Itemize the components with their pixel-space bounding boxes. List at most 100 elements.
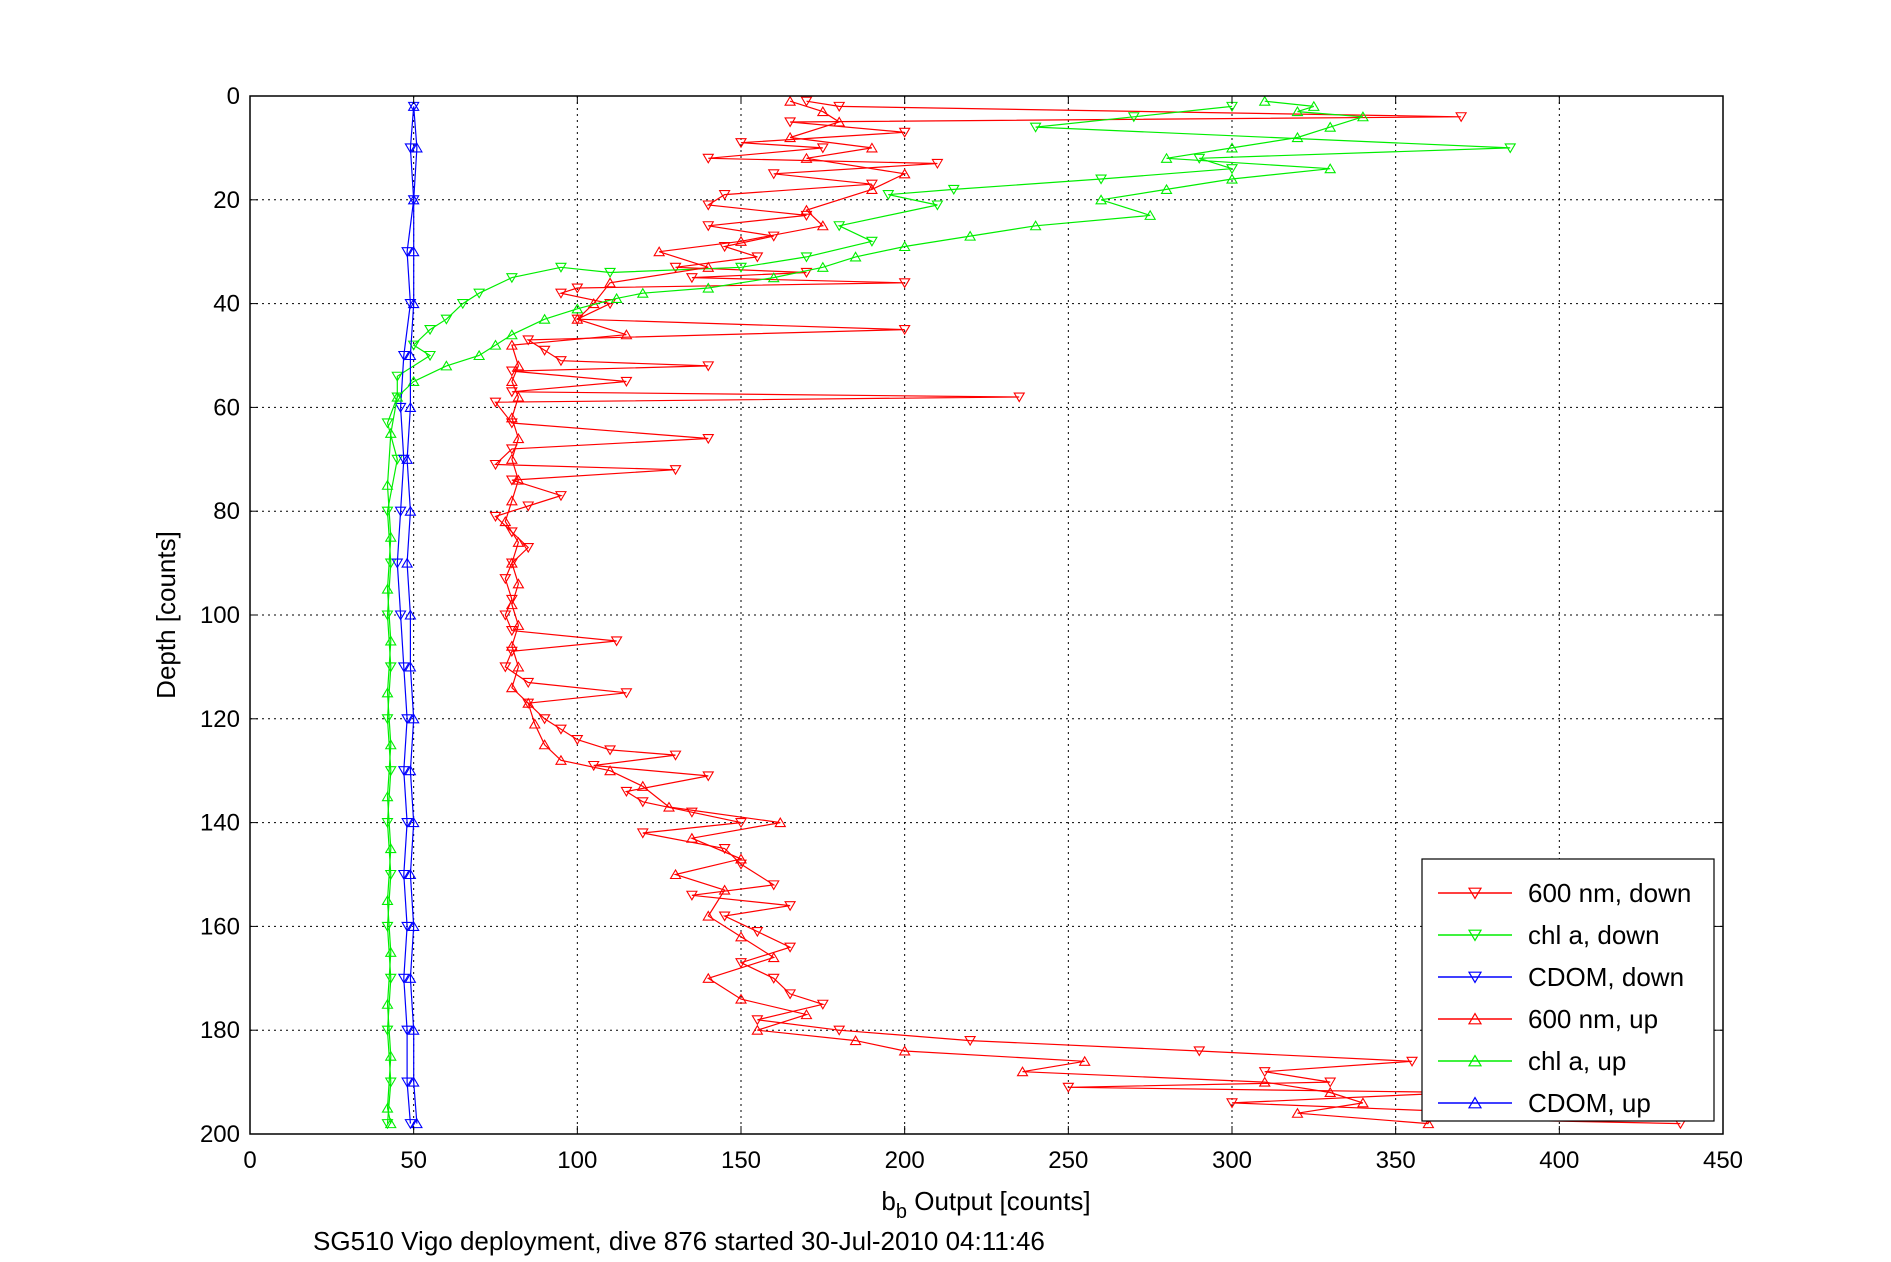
data-point — [767, 169, 780, 180]
data-point — [1144, 209, 1157, 220]
data-point — [1356, 111, 1369, 122]
data-point — [767, 951, 780, 963]
data-point — [505, 453, 518, 464]
data-point — [404, 143, 417, 154]
data-point — [1258, 95, 1271, 106]
data-point — [800, 204, 813, 215]
data-point — [663, 801, 675, 812]
data-point — [381, 818, 394, 829]
data-point — [702, 282, 715, 293]
data-point — [473, 288, 486, 299]
data-point — [1258, 1076, 1271, 1087]
data-point — [384, 635, 397, 646]
data-point — [1160, 152, 1173, 163]
data-point — [735, 138, 747, 149]
data-point — [800, 152, 813, 163]
data-point — [381, 998, 394, 1009]
data-point — [512, 474, 525, 485]
data-point — [931, 200, 944, 211]
data-point — [685, 273, 698, 284]
series-chl-a-down — [381, 101, 1517, 1130]
data-point — [456, 299, 469, 310]
data-point — [718, 190, 731, 201]
data-point — [381, 687, 394, 698]
data-point — [512, 391, 525, 402]
data-point — [898, 325, 911, 336]
data-point — [898, 1045, 911, 1056]
data-point — [702, 972, 715, 983]
data-point — [522, 501, 535, 512]
data-point — [1356, 1097, 1369, 1108]
figure-caption: SG510 Vigo deployment, dive 876 started … — [313, 1226, 1045, 1256]
data-point — [1193, 153, 1206, 164]
data-point — [394, 506, 407, 517]
data-point — [767, 973, 780, 984]
data-point — [384, 1118, 397, 1129]
series-line-chl-a-down — [386, 105, 1511, 1124]
x-tick-label: 100 — [557, 1147, 597, 1174]
data-point — [404, 401, 417, 412]
data-point — [702, 910, 715, 921]
data-point — [751, 1024, 764, 1035]
data-point — [512, 536, 525, 547]
data-point — [401, 1025, 414, 1036]
data-point — [774, 817, 787, 828]
data-point — [571, 303, 584, 314]
data-point — [407, 246, 420, 257]
data-point — [384, 739, 397, 750]
data-point — [669, 750, 682, 761]
data-point — [636, 797, 649, 808]
data-point — [1291, 1107, 1304, 1118]
data-point — [381, 714, 394, 725]
series-layer — [381, 95, 1687, 1130]
legend-label: chl a, down — [1528, 920, 1660, 950]
data-point — [505, 339, 518, 350]
data-point — [404, 299, 417, 310]
series-line-chl-a-up — [386, 100, 1364, 1124]
data-point — [424, 350, 436, 362]
data-point — [800, 210, 813, 221]
data-point — [1226, 142, 1238, 153]
data-point — [404, 505, 417, 516]
legend-swatch-marker — [1467, 971, 1483, 984]
data-point — [669, 868, 682, 880]
data-point — [522, 677, 535, 689]
data-point — [784, 901, 797, 912]
data-point — [898, 127, 911, 138]
series-600-nm-up — [499, 95, 1435, 1129]
data-point — [512, 360, 525, 371]
data-point — [735, 958, 747, 969]
data-point — [702, 361, 715, 372]
data-point — [410, 142, 423, 153]
legend-entry-cdom-down: CDOM, down — [1438, 962, 1684, 992]
data-point — [816, 105, 829, 117]
legend-box — [1421, 858, 1715, 1122]
data-point — [407, 100, 420, 111]
data-point — [702, 261, 715, 272]
data-point — [555, 491, 567, 502]
data-point — [1062, 1082, 1075, 1093]
data-point — [404, 349, 417, 361]
legend-label: chl a, up — [1528, 1046, 1626, 1076]
data-point — [1291, 105, 1304, 117]
data-point — [407, 1076, 420, 1087]
data-point — [865, 179, 878, 190]
y-tick-label: 20 — [213, 187, 240, 214]
data-point — [1226, 173, 1238, 184]
data-point — [538, 313, 551, 324]
series-chl-a-up — [381, 95, 1369, 1129]
data-point — [401, 921, 414, 932]
data-point — [1016, 1066, 1029, 1077]
data-point — [401, 1077, 414, 1088]
series-line-cdom-up — [406, 106, 418, 1124]
data-point — [620, 329, 633, 340]
data-point — [555, 356, 567, 367]
data-point — [499, 515, 512, 527]
data-point — [381, 921, 394, 932]
data-point — [404, 1119, 417, 1130]
data-point — [604, 267, 617, 279]
data-point — [381, 418, 394, 429]
data-point — [898, 278, 911, 289]
data-point — [610, 636, 623, 647]
data-point — [751, 252, 764, 263]
